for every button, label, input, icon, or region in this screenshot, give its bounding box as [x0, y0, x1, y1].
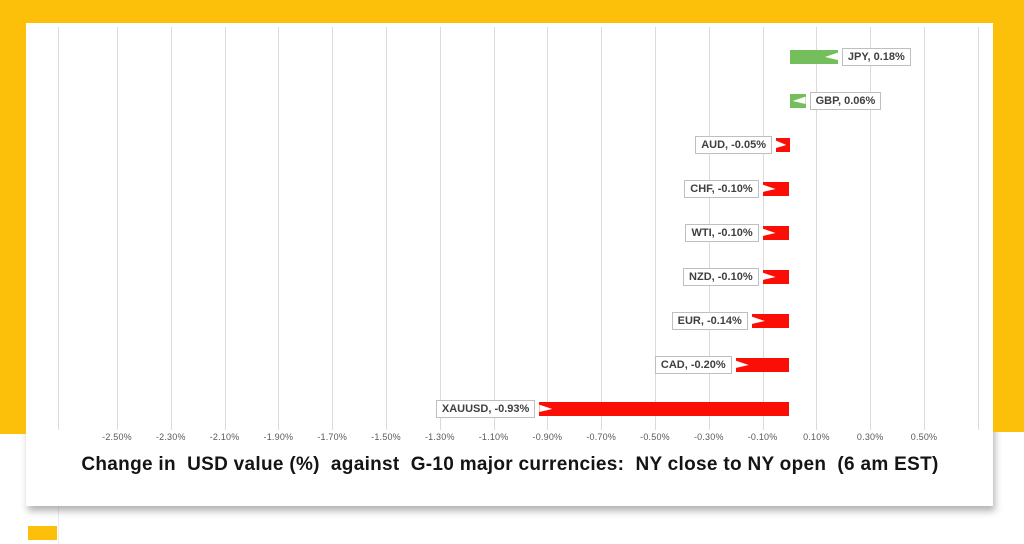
gridline	[493, 27, 495, 430]
callout-notch	[824, 52, 838, 60]
x-axis-tick-label: 0.50%	[910, 432, 938, 442]
bar-CAD	[735, 358, 790, 372]
gridline	[332, 27, 334, 430]
gridline	[816, 27, 818, 430]
x-axis-tick-label: 0.10%	[803, 432, 830, 442]
callout-notch	[762, 272, 776, 280]
x-axis-tick-label: 0.30%	[856, 432, 884, 442]
bar-EUR	[751, 314, 790, 328]
bar-GBP	[789, 94, 806, 108]
gridline	[224, 27, 226, 430]
x-axis-tick-label: -0.70%	[586, 432, 617, 442]
gridline	[601, 27, 603, 430]
callout-notch	[735, 360, 749, 368]
data-label-NZD: NZD, -0.10%	[683, 268, 759, 286]
bar-WTI	[762, 226, 790, 240]
frame-left-strip	[0, 23, 26, 434]
x-axis-tick-label: -2.50%	[102, 432, 132, 442]
x-axis-tick-label: -0.90%	[532, 432, 563, 442]
bar-AUD	[776, 138, 790, 152]
bar-JPY	[789, 50, 838, 64]
frame-top-bar	[0, 0, 1024, 23]
data-label-WTI: WTI, -0.10%	[685, 224, 759, 242]
gridline	[924, 27, 925, 430]
callout-notch	[762, 228, 776, 236]
x-axis-tick-label: -2.30%	[155, 432, 186, 442]
data-label-AUD: AUD, -0.05%	[695, 136, 772, 154]
callout-notch	[539, 404, 553, 412]
x-axis-tick-label: -1.10%	[478, 432, 509, 442]
x-axis-tick-label: -0.30%	[693, 432, 724, 442]
x-axis-tick-label: -2.10%	[209, 432, 240, 442]
gridline	[170, 27, 172, 430]
gridline	[117, 27, 118, 430]
x-axis-tick-label: -1.90%	[263, 432, 294, 442]
data-label-CHF: CHF, -0.10%	[684, 180, 759, 198]
callout-notch	[751, 316, 765, 324]
bar-NZD	[762, 270, 790, 284]
chart-panel: -2.50% -2.30% -2.10% -1.90% -1.70% -1.50% -1.3…	[26, 23, 993, 506]
callout-notch	[762, 184, 776, 192]
data-label-GBP: GBP, 0.06%	[809, 92, 882, 110]
gridline	[547, 27, 549, 430]
data-label-XAUUSD: XAUUSD, -0.93%	[435, 400, 536, 418]
frame-right-strip	[993, 23, 1024, 432]
callout-notch	[776, 140, 787, 148]
x-axis-tick-label: -0.10%	[747, 432, 778, 442]
data-label-EUR: EUR, -0.14%	[671, 312, 748, 330]
gridline	[439, 27, 441, 430]
data-label-JPY: JPY, 0.18%	[841, 48, 911, 66]
frame-mini-rect	[28, 526, 57, 540]
x-axis-tick-label: -1.50%	[371, 432, 401, 442]
page-edge-line	[58, 506, 59, 544]
data-label-CAD: CAD, -0.20%	[654, 356, 732, 374]
gridline	[278, 27, 280, 430]
gridline	[386, 27, 387, 430]
x-axis-tick-label: -0.50%	[640, 432, 670, 442]
x-axis-tick-label: -1.70%	[317, 432, 348, 442]
gridline	[57, 27, 59, 430]
gridline	[655, 27, 656, 430]
x-axis-tick-label: -1.30%	[424, 432, 455, 442]
chart-title: Change in USD value (%) against G-10 maj…	[81, 454, 939, 475]
bar-XAUUSD	[539, 402, 790, 416]
bar-CHF	[762, 182, 790, 196]
gridline	[870, 27, 872, 430]
gridline	[977, 27, 979, 430]
callout-notch	[792, 96, 806, 104]
